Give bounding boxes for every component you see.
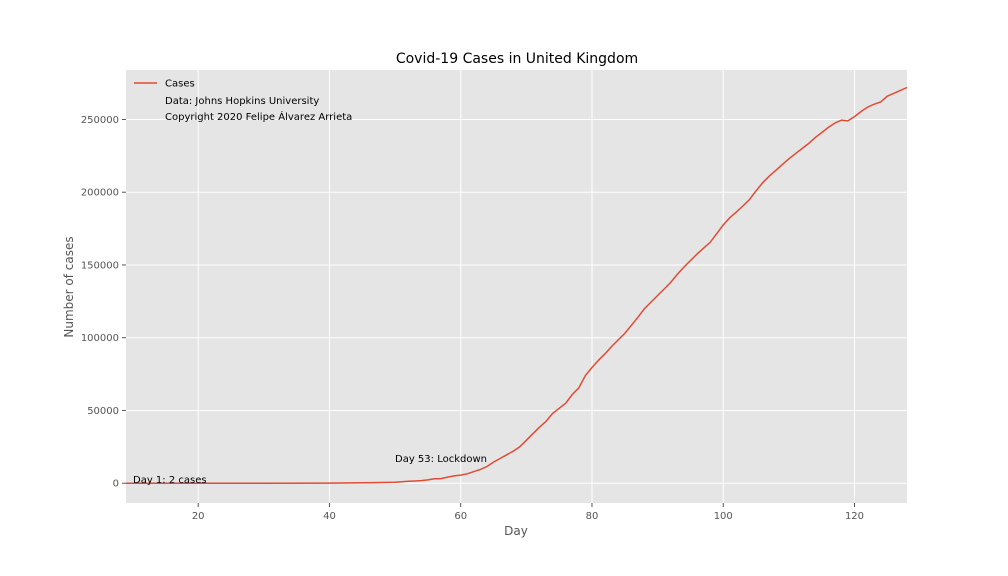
y-tick-label: 50000 <box>87 406 119 417</box>
axis-ticks: 20 40 60 80 100 120 0 50000 100000 150000 200000 25… <box>81 115 864 522</box>
chart-title: Covid-19 Cases in United Kingdom <box>396 51 638 67</box>
y-tick-label: 0 <box>113 479 119 490</box>
legend-data-source-note: Data: Johns Hopkins University <box>165 96 319 107</box>
y-axis-label: Number of cases <box>62 236 76 337</box>
x-tick-label: 40 <box>323 511 336 522</box>
cases-series-line <box>126 86 908 484</box>
x-tick-label: 120 <box>845 511 864 522</box>
x-tick-label: 60 <box>454 511 467 522</box>
annotation-day-53-lockdown: Day 53: Lockdown <box>395 454 487 465</box>
y-tick-label: 200000 <box>81 188 119 199</box>
x-tick-label: 20 <box>192 511 205 522</box>
legend: Cases Data: Johns Hopkins University Cop… <box>134 79 352 123</box>
x-axis-label: Day <box>504 524 528 538</box>
legend-series-label: Cases <box>165 79 195 90</box>
legend-copyright-note: Copyright 2020 Felipe Álvarez Arrieta <box>165 110 352 123</box>
y-tick-label: 150000 <box>81 260 119 271</box>
y-tick-label: 250000 <box>81 115 119 126</box>
x-tick-label: 80 <box>586 511 599 522</box>
y-tick-label: 100000 <box>81 333 119 344</box>
plot-area <box>126 70 907 503</box>
annotation-day-1: Day 1: 2 cases <box>133 475 207 486</box>
x-tick-label: 100 <box>714 511 733 522</box>
